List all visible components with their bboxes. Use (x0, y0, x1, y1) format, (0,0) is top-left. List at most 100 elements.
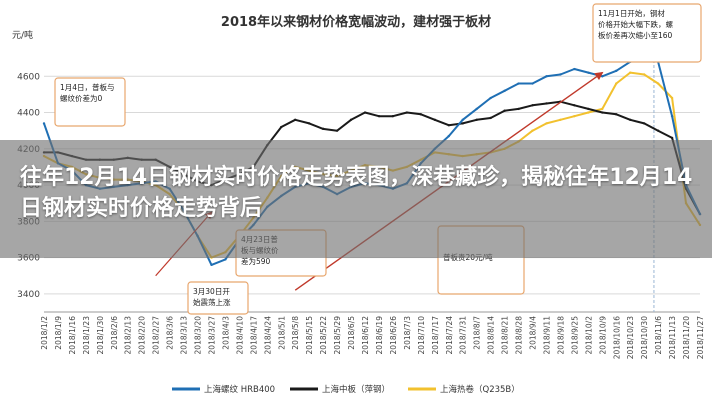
x-tick-label: 2018/3/13 (180, 316, 189, 355)
data-point (405, 111, 409, 114)
x-tick-label: 2018/10/30 (640, 316, 649, 359)
data-point (545, 75, 548, 78)
data-point (447, 134, 450, 138)
x-tick-label: 2018/1/2 (40, 316, 49, 350)
x-tick-label: 2018/3/6 (166, 316, 175, 350)
data-point (503, 109, 506, 112)
data-point (489, 96, 492, 100)
data-point (475, 107, 478, 111)
annotation-line: 差为590 (241, 256, 271, 266)
data-point (629, 71, 632, 74)
x-tick-label: 2018/9/4 (529, 316, 538, 350)
x-tick-label: 2018/6/26 (389, 316, 398, 355)
data-point (461, 118, 464, 121)
x-tick-label: 2018/1/30 (96, 316, 105, 355)
x-tick-label: 2018/1/9 (54, 316, 63, 350)
data-point (656, 129, 660, 132)
data-point (335, 129, 339, 132)
headline-band (0, 140, 712, 258)
data-point (642, 122, 646, 125)
data-point (503, 89, 506, 92)
data-point (601, 107, 604, 111)
data-point (377, 114, 381, 118)
x-tick-label: 2018/5/15 (305, 316, 314, 355)
annotation-line: 3月30日开 (193, 287, 230, 296)
data-point (573, 67, 576, 71)
data-point (642, 73, 646, 76)
x-tick-label: 2018/10/9 (598, 316, 607, 355)
data-point (615, 82, 618, 85)
data-point (670, 114, 674, 118)
data-point (629, 118, 632, 121)
data-point (280, 125, 283, 129)
x-tick-label: 2018/7/31 (459, 316, 468, 355)
annotation-line: 11月1日开始，钢材 (598, 8, 665, 18)
x-axis-ticks: 2018/1/2 2018/1/9 2018/1/16 2018/1/23 2018/1… (40, 316, 705, 359)
x-tick-label: 2018/7/3 (403, 316, 412, 350)
data-point (670, 96, 674, 100)
annotation-line: 板价差再次缩小至160 (598, 30, 673, 40)
data-point (294, 118, 297, 121)
x-tick-label: 2018/9/11 (542, 316, 551, 355)
legend-label: 上海中板（萍钢） (322, 384, 390, 395)
x-tick-label: 2018/2/6 (110, 316, 119, 350)
y-tick-label: 4600 (17, 72, 40, 82)
y-tick-label: 3600 (17, 254, 40, 264)
legend-label: 上海螺纹 HRB400 (204, 384, 275, 395)
data-point (489, 116, 492, 120)
data-point (349, 118, 353, 121)
data-point (433, 118, 437, 121)
x-tick-label: 2018/11/20 (682, 316, 691, 359)
x-tick-label: 2018/3/27 (207, 316, 216, 355)
data-point (601, 111, 604, 114)
x-tick-label: 2018/6/19 (375, 316, 384, 355)
data-point (321, 127, 325, 131)
annotation-text: 1月4日，普板与螺纹价差为0 (60, 82, 115, 103)
annotation-line: 始震荡上涨 (193, 297, 231, 307)
data-point (601, 75, 604, 78)
y-tick-label: 4400 (17, 109, 40, 119)
x-tick-label: 2018/5/22 (319, 316, 328, 355)
data-point (363, 111, 367, 114)
legend-label: 上海热卷（Q235B） (440, 384, 520, 395)
x-tick-label: 2018/3/20 (194, 316, 203, 355)
annotation-box (187, 281, 249, 315)
x-tick-label: 2018/6/12 (361, 316, 370, 355)
x-tick-label: 2018/6/5 (347, 316, 356, 350)
data-point (531, 82, 534, 85)
data-point (559, 73, 562, 76)
x-tick-label: 2018/2/20 (138, 316, 147, 355)
data-point (573, 104, 576, 107)
data-point (517, 107, 520, 111)
x-tick-label: 2018/11/6 (654, 316, 663, 355)
data-point (307, 122, 311, 125)
x-tick-label: 2018/8/14 (487, 316, 496, 355)
headline-text: 往年12月14日钢材实时价格走势表图，深巷藏珍，揭秘往年12月14日钢材实时价格… (20, 165, 693, 221)
x-tick-label: 2018/7/24 (445, 316, 454, 355)
data-point (670, 136, 674, 140)
x-tick-label: 2018/2/27 (152, 316, 161, 355)
data-point (475, 118, 478, 121)
data-point (391, 114, 395, 118)
y-tick-label: 3400 (17, 290, 40, 300)
data-point (545, 122, 548, 125)
x-tick-label: 2018/4/17 (249, 316, 258, 355)
annotation-text: 3月30日开始震荡上涨 (193, 287, 231, 307)
x-tick-label: 2018/8/28 (515, 316, 524, 355)
data-point (587, 71, 590, 74)
data-point (210, 263, 213, 267)
data-point (531, 129, 534, 132)
x-tick-label: 2018/1/23 (82, 316, 91, 355)
legend: 上海螺纹 HRB400 上海中板（萍钢） 上海热卷（Q235B） (172, 384, 520, 395)
annotation-line: 螺纹价差为0 (60, 93, 102, 103)
data-point (517, 82, 520, 85)
x-tick-label: 2018/4/10 (235, 316, 244, 355)
x-tick-label: 2018/7/17 (431, 316, 440, 355)
x-tick-label: 2018/10/16 (612, 316, 621, 359)
chart-title: 2018年以来钢材价格宽幅波动，建材强于板材 (221, 14, 491, 30)
x-tick-label: 2018/9/18 (556, 316, 565, 355)
data-point (42, 122, 46, 125)
x-tick-label: 2018/5/29 (333, 316, 342, 355)
data-point (545, 102, 548, 105)
